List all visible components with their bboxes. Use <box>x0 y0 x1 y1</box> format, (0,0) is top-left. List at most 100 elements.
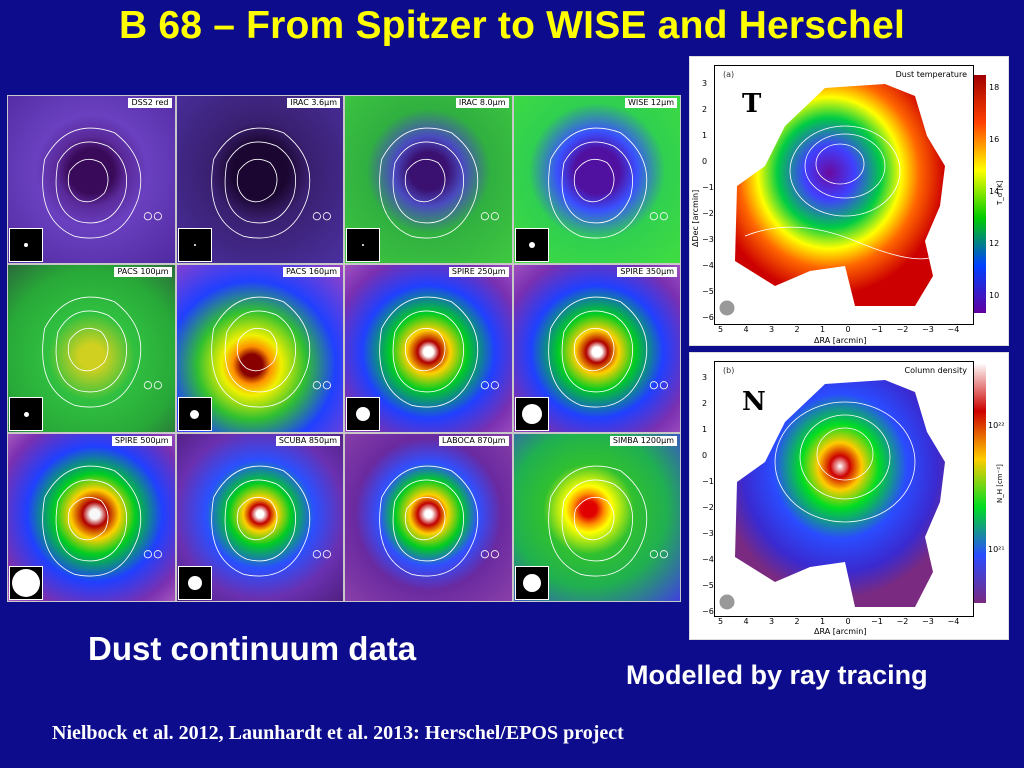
density-y-tick: 0 <box>702 451 708 460</box>
temperature-colorbar-tick: 14 <box>989 187 1000 196</box>
density-colorbar-tick: 10²² <box>988 421 1005 430</box>
contour-overlay <box>547 296 668 408</box>
beam-size-indicator <box>177 228 212 262</box>
beam-size-indicator <box>514 566 549 600</box>
panel-irac-8-0-m: IRAC 8.0μm <box>345 96 512 263</box>
caption-ray-tracing: Modelled by ray tracing <box>626 660 928 690</box>
temperature-colorbar-tick: 18 <box>989 83 1000 92</box>
panel-label: LABOCA 870μm <box>438 436 509 446</box>
temperature-y-tick: −4 <box>702 261 714 270</box>
panel-label: SCUBA 850μm <box>275 436 340 446</box>
temperature-y-tick: −3 <box>702 235 714 244</box>
density-colorbar-tick: 10²¹ <box>988 545 1005 554</box>
density-x-tick: 4 <box>743 617 749 626</box>
panel-scuba-850-m: SCUBA 850μm <box>176 434 343 601</box>
temperature-x-tick: −1 <box>871 325 883 334</box>
contour-overlay <box>547 465 668 577</box>
panel-simba-1200-m: SIMBA 1200μm <box>513 434 680 601</box>
contour-overlay <box>379 127 499 239</box>
density-tag: N <box>738 387 770 417</box>
temperature-map-image <box>718 84 945 317</box>
density-x-tick: 1 <box>820 617 826 626</box>
contour-overlay <box>547 127 668 239</box>
dust-temperature-map: (a) Dust temperature T 18 16 14 12 10 T_d [K… <box>689 56 1009 346</box>
temperature-colorbar-tick: 12 <box>989 239 1000 248</box>
panel-label: DSS2 red <box>128 98 172 108</box>
contour-overlay <box>42 296 162 408</box>
density-colorbar <box>974 363 986 603</box>
density-y-tick: −2 <box>702 503 714 512</box>
panel-spire-250-m: SPIRE 250μm <box>345 265 512 432</box>
density-y-tick: −3 <box>702 529 714 538</box>
contour-overlay <box>379 465 499 577</box>
panel-label: WISE 12μm <box>624 98 677 108</box>
density-x-tick: −3 <box>922 617 934 626</box>
density-x-tick: −2 <box>896 617 909 626</box>
panel-laboca-870-m: LABOCA 870μm <box>345 434 512 601</box>
density-y-tick: −6 <box>702 607 714 616</box>
density-y-tick: 1 <box>702 425 708 434</box>
panel-label: IRAC 3.6μm <box>287 98 340 108</box>
beam-size-indicator <box>346 397 380 431</box>
contour-overlay <box>379 296 499 408</box>
temperature-x-tick: 0 <box>845 325 851 334</box>
panel-spire-350-m: SPIRE 350μm <box>513 265 680 432</box>
panel-label: SPIRE 500μm <box>111 436 172 446</box>
temperature-y-tick: 2 <box>702 105 708 114</box>
temperature-y-tick: −1 <box>702 183 714 192</box>
temperature-x-tick: 3 <box>769 325 775 334</box>
slide-title: B 68 – From Spitzer to WISE and Herschel <box>118 4 906 47</box>
panel-irac-3-6-m: IRAC 3.6μm <box>176 96 343 263</box>
panel-pacs-100-m: PACS 100μm <box>8 265 175 432</box>
panel-label: PACS 100μm <box>114 267 172 277</box>
caption-dust-continuum: Dust continuum data <box>88 630 417 667</box>
temperature-y-tick: 3 <box>702 79 708 88</box>
beam-size-indicator <box>9 566 43 600</box>
dust-continuum-grid: DSS2 red IRAC 3.6μm IRAC 8.0μm WISE 12μm PAC… <box>7 95 681 602</box>
density-x-label: ΔRA [arcmin] <box>814 627 867 636</box>
density-x-tick: 0 <box>845 617 851 626</box>
beam-size-indicator <box>346 228 380 262</box>
panel-wise-12-m: WISE 12μm <box>513 96 680 263</box>
panel-label: SPIRE 250μm <box>448 267 509 277</box>
panel-pacs-160-m: PACS 160μm <box>176 265 343 432</box>
density-y-tick: −1 <box>702 477 714 486</box>
temperature-y-tick: 1 <box>702 131 708 140</box>
density-y-tick: −4 <box>702 555 714 564</box>
density-x-tick: −1 <box>871 617 883 626</box>
beam-size-indicator <box>177 566 212 600</box>
temperature-colorbar-label: T_d [K] <box>996 180 1004 206</box>
citation: Nielbock et al. 2012, Launhardt et al. 2… <box>52 722 624 744</box>
density-colorbar-label: N_H [cm⁻²] <box>996 464 1004 503</box>
temperature-map-title: Dust temperature <box>895 70 967 79</box>
temperature-colorbar-tick: 16 <box>989 135 1000 144</box>
panel-label: SIMBA 1200μm <box>609 436 677 446</box>
density-x-tick: 3 <box>769 617 775 626</box>
temperature-colorbar-tick: 10 <box>989 291 1000 300</box>
column-density-map-title: Column density <box>904 366 967 375</box>
density-y-tick: −5 <box>702 581 714 590</box>
contour-overlay <box>210 127 331 239</box>
temperature-x-tick: −2 <box>896 325 909 334</box>
beam-size-indicator <box>177 397 212 431</box>
temperature-y-tick: −5 <box>702 287 714 296</box>
temperature-x-tick: 2 <box>794 325 800 334</box>
temperature-x-tick: −4 <box>947 325 960 334</box>
temperature-x-tick: 4 <box>743 325 749 334</box>
density-x-tick: 2 <box>794 617 800 626</box>
temperature-tag: T <box>738 89 766 119</box>
beam-size-indicator <box>514 228 549 262</box>
beam-size-indicator <box>9 228 43 262</box>
temperature-y-label: ΔDec [arcmin] <box>691 189 700 247</box>
temperature-x-tick: 1 <box>820 325 826 334</box>
density-x-tick: 5 <box>718 617 724 626</box>
beam-size-indicator <box>9 397 43 431</box>
panel-spire-500-m: SPIRE 500μm <box>8 434 175 601</box>
panel-label: SPIRE 350μm <box>617 267 677 277</box>
panel-id-b: (b) <box>723 366 735 375</box>
density-y-tick: 3 <box>702 373 708 382</box>
panel-dss2-red: DSS2 red <box>8 96 175 263</box>
temperature-x-tick: 5 <box>718 325 724 334</box>
column-density-map-image <box>718 380 945 611</box>
contour-overlay <box>42 465 162 577</box>
